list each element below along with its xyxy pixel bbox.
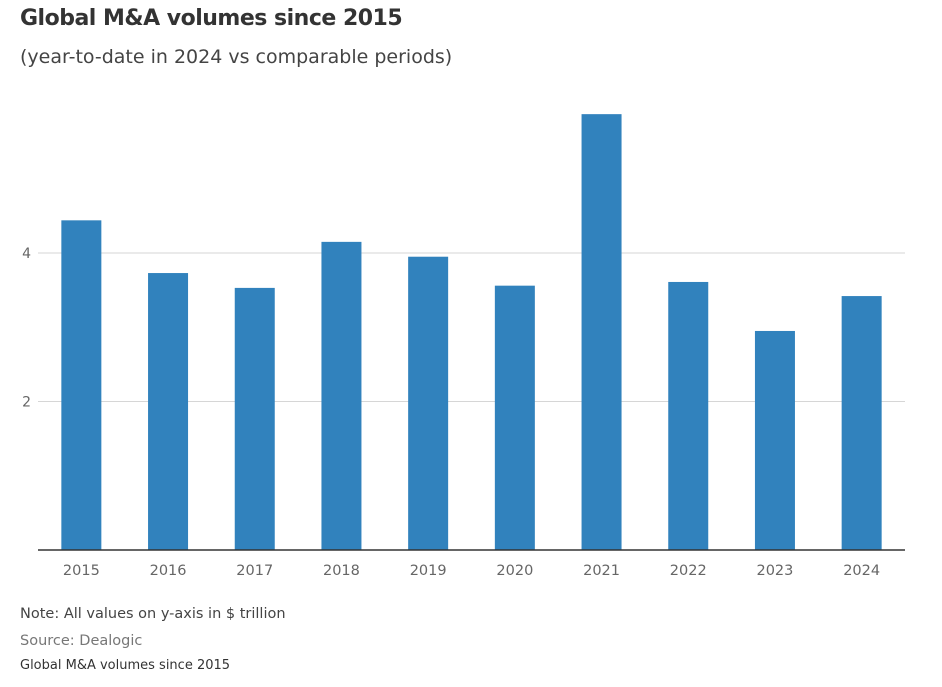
bar-2017 xyxy=(234,287,275,550)
bar-2018 xyxy=(321,241,362,551)
bar-2019 xyxy=(408,256,449,550)
x-tick-label: 2016 xyxy=(150,563,187,579)
chart-title: Global M&A volumes since 2015 xyxy=(20,6,403,31)
x-tick-label: 2021 xyxy=(583,563,620,579)
bar-2023 xyxy=(754,330,795,550)
x-tick-label: 2019 xyxy=(410,563,447,579)
x-tick-label: 2015 xyxy=(63,563,100,579)
bar-2016 xyxy=(148,273,189,550)
chart-subtitle: (year-to-date in 2024 vs comparable peri… xyxy=(20,46,453,68)
y-tick-label: 2 xyxy=(22,395,31,411)
caption: Global M&A volumes since 2015 xyxy=(20,658,231,673)
x-tick-label: 2017 xyxy=(236,563,273,579)
bar-2021 xyxy=(581,114,622,550)
note: Note: All values on y-axis in $ trillion xyxy=(20,606,286,622)
source: Source: Dealogic xyxy=(20,633,143,649)
bar-2024 xyxy=(841,296,882,550)
x-tick-label: 2023 xyxy=(756,563,793,579)
x-tick-label: 2022 xyxy=(670,563,707,579)
bar-2015 xyxy=(61,220,102,550)
bar-2020 xyxy=(494,285,535,550)
x-tick-label: 2024 xyxy=(843,563,880,579)
bar-2022 xyxy=(668,281,709,550)
y-tick-label: 4 xyxy=(22,246,31,262)
bar-chart: 2 4 2015 2016 2017 2018 2019 2020 2021 2022 2023 20… xyxy=(22,114,905,579)
x-tick-label: 2020 xyxy=(496,563,533,579)
x-tick-label: 2018 xyxy=(323,563,360,579)
